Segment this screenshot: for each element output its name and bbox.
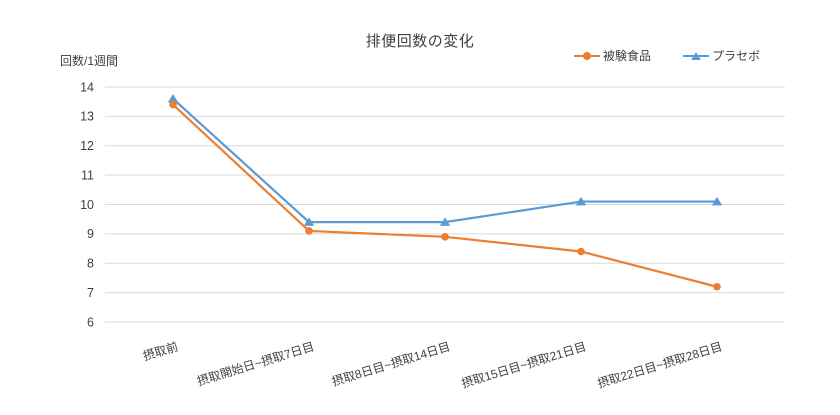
x-tick-label: 摂取前: [141, 339, 180, 364]
triangle-marker-icon: [691, 51, 702, 60]
x-tick-label: 摂取開始日~摂取7日目: [195, 339, 316, 389]
series-line: [172, 103, 718, 288]
data-point-marker: [167, 93, 179, 103]
series-line: [172, 97, 717, 224]
data-point-marker: [169, 100, 177, 109]
chart-title: 排便回数の変化: [365, 33, 475, 50]
legend-line-icon: [683, 51, 710, 60]
data-point-marker: [303, 217, 315, 226]
data-point-marker: [577, 247, 585, 256]
legend-line-icon: [574, 51, 600, 60]
y-tick-label: 7: [87, 286, 94, 300]
data-point-marker: [439, 217, 451, 226]
legend-label-placebo: プラセボ: [712, 49, 761, 63]
data-point-marker: [441, 233, 449, 241]
data-point-marker: [713, 282, 721, 291]
data-point-marker: [305, 227, 313, 235]
y-tick-label: 9: [87, 227, 94, 241]
data-point-marker: [575, 196, 587, 206]
y-tick-label: 12: [80, 139, 94, 153]
legend-label-test-food: 被験食品: [603, 49, 652, 63]
x-tick-label: 摂取22日目~摂取28日目: [595, 339, 723, 391]
y-axis-unit-label: 回数/1週間: [60, 54, 119, 68]
y-tick-label: 14: [80, 80, 94, 94]
y-tick-label: 8: [87, 257, 94, 271]
y-tick-label: 13: [80, 110, 94, 124]
data-point-marker: [711, 196, 723, 206]
y-tick-label: 11: [81, 168, 94, 182]
y-tick-label: 10: [80, 198, 94, 212]
legend-item-test-food: 被験食品: [574, 47, 651, 64]
circle-marker-icon: [583, 51, 591, 60]
y-tick-label: 6: [87, 315, 94, 329]
legend: 被験食品 プラセボ: [574, 47, 760, 64]
legend-item-placebo: プラセボ: [683, 47, 760, 64]
x-tick-label: 摂取8日目~摂取14日目: [330, 339, 452, 389]
x-tick-label: 摂取15日目~摂取21日目: [459, 339, 587, 391]
